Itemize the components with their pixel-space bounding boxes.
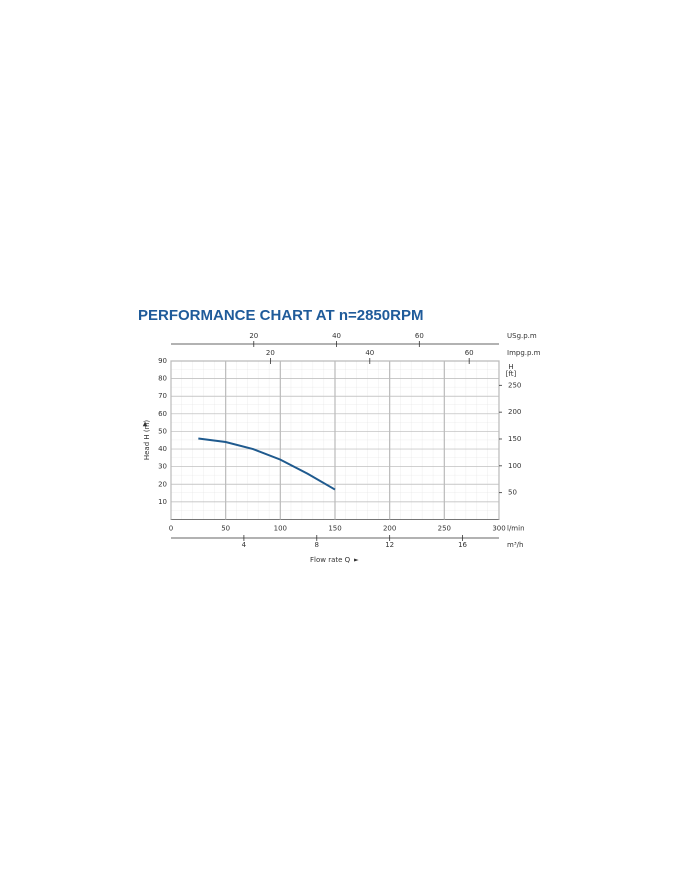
axis-unit: m³/h (507, 541, 523, 549)
x-axis-label: Flow rate Q (310, 556, 351, 564)
y-tick-label: 10 (158, 498, 167, 506)
axis-unit: Impg.p.m (507, 349, 541, 357)
tick-label: 20 (249, 332, 258, 340)
chart-title: PERFORMANCE CHART AT n=2850RPM (138, 307, 423, 324)
y-tick-label: 20 (158, 480, 167, 488)
tick-label: 40 (332, 332, 341, 340)
tick-label: 60 (415, 332, 424, 340)
axis-unit: H (508, 363, 513, 371)
y-tick-label: 40 (158, 445, 167, 453)
x-unit: l/min (507, 525, 525, 533)
x-tick-label: 200 (383, 525, 396, 533)
x-tick-label: 0 (169, 525, 173, 533)
tick-label: 40 (365, 349, 374, 357)
y-tick-label: 30 (158, 463, 167, 471)
tick-label: 50 (508, 489, 517, 497)
tick-label: 200 (508, 408, 521, 416)
y-arrow: ▲ (143, 421, 148, 428)
x-arrow: ► (354, 557, 359, 564)
y-axis-label: Head H (m) (143, 420, 151, 461)
x-tick-label: 150 (328, 525, 341, 533)
x-tick-label: 300 (492, 525, 505, 533)
tick-label: 12 (385, 541, 394, 549)
x-tick-label: 100 (274, 525, 287, 533)
x-tick-label: 50 (221, 525, 230, 533)
tick-label: 20 (266, 349, 275, 357)
y-tick-label: 60 (158, 410, 167, 418)
tick-label: 150 (508, 435, 521, 443)
x-tick-label: 250 (438, 525, 451, 533)
tick-label: 250 (508, 381, 521, 389)
tick-label: 4 (242, 541, 247, 549)
y-tick-label: 80 (158, 375, 167, 383)
tick-label: 16 (458, 541, 467, 549)
y-tick-label: 90 (158, 357, 167, 365)
axis-unit: [ft] (506, 370, 517, 378)
tick-label: 100 (508, 462, 521, 470)
axis-unit: USg.p.m (507, 332, 537, 340)
curve (198, 437, 336, 491)
tick-label: 60 (465, 349, 474, 357)
y-tick-label: 70 (158, 392, 167, 400)
y-tick-label: 50 (158, 427, 167, 435)
tick-label: 8 (315, 541, 319, 549)
